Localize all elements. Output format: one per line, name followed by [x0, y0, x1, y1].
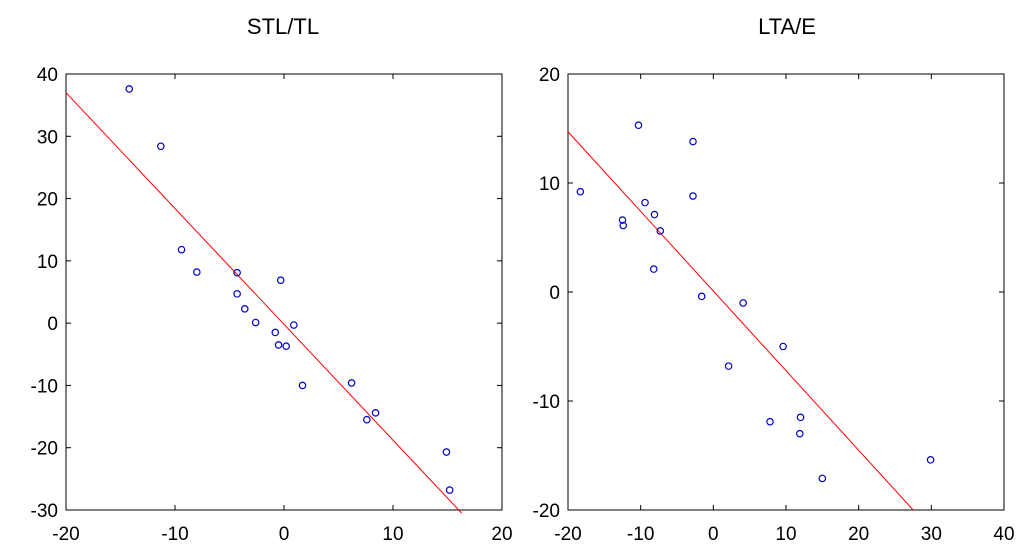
y-tick-label: -20: [31, 439, 58, 460]
y-tick-label: 10: [539, 174, 560, 195]
scatter-point: [274, 341, 283, 349]
y-tick-label: 30: [37, 127, 58, 148]
scatter-point: [926, 456, 935, 464]
data-points: [125, 85, 454, 494]
x-tick-label: 30: [921, 524, 942, 545]
scatter-point: [697, 292, 706, 301]
x-tick-label: 0: [708, 524, 719, 545]
scatter-point: [233, 268, 241, 277]
scatter-point: [656, 227, 665, 235]
scatter-panel-lta-e: LTA/E -20 -10 0 10 20 -20 -10 0 10 20 30 40: [533, 14, 1015, 545]
y-tick-label: 10: [37, 252, 58, 273]
scatter-point: [298, 381, 307, 390]
scatter-point: [442, 448, 451, 456]
scatter-point: [282, 342, 290, 350]
scatter-point: [271, 328, 280, 337]
scatter-point: [818, 474, 827, 483]
scatter-point: [650, 210, 659, 219]
x-tick-label: 20: [848, 524, 869, 545]
scatter-point: [634, 121, 643, 130]
scatter-point: [445, 486, 454, 494]
scatter-point: [276, 276, 285, 284]
scatter-point: [641, 198, 649, 207]
scatter-point: [177, 245, 186, 254]
x-tick-label: 20: [491, 524, 512, 545]
regression-line: [65, 92, 463, 514]
y-tick-label: -10: [533, 392, 560, 413]
plot-frame: [65, 73, 503, 511]
scatter-point: [649, 265, 658, 273]
y-axis: -20 -10 0 10 20: [533, 65, 1004, 522]
x-tick-label: 0: [279, 524, 290, 545]
scatter-point: [796, 413, 805, 422]
scatter-point: [233, 290, 241, 298]
x-tick-label: -10: [627, 524, 654, 545]
scatter-point: [724, 362, 733, 370]
y-tick-label: -20: [533, 501, 560, 522]
x-axis: -20 -10 0 10 20 30 40: [554, 74, 1015, 545]
y-tick-label: 20: [37, 190, 58, 211]
scatter-point: [251, 318, 260, 327]
x-tick-label: 10: [382, 524, 403, 545]
scatter-point: [576, 187, 585, 196]
scatter-point: [157, 142, 165, 151]
scatter-point: [689, 192, 697, 200]
y-axis: -30 -20 -10 0 10 20 30 40: [31, 65, 502, 522]
x-tick-label: -20: [52, 524, 79, 545]
scatter-point: [779, 342, 787, 351]
plot-frame: [567, 73, 1005, 511]
scatter-point: [796, 429, 804, 438]
fit-line-group: [567, 131, 914, 511]
scatter-point: [689, 137, 697, 146]
x-tick-label: -20: [554, 524, 581, 545]
scatter-point: [739, 299, 747, 307]
y-tick-label: 0: [549, 283, 560, 304]
scatter-point: [125, 85, 134, 93]
chart-title: LTA/E: [758, 14, 816, 39]
x-axis: -20 -10 0 10 20: [52, 74, 513, 545]
x-tick-label: 10: [775, 524, 796, 545]
y-tick-label: -30: [31, 501, 58, 522]
x-tick-label: 40: [993, 524, 1014, 545]
scatter-point: [619, 221, 628, 230]
data-points: [576, 121, 935, 483]
x-tick-label: -10: [161, 524, 188, 545]
chart-title: STL/TL: [247, 14, 319, 39]
scatter-point: [240, 305, 249, 313]
y-tick-label: 0: [47, 314, 58, 335]
scatter-point: [618, 216, 627, 224]
y-tick-label: -10: [31, 376, 58, 397]
scatter-point: [363, 415, 371, 424]
scatter-point: [371, 409, 380, 417]
scatter-point: [193, 268, 201, 276]
scatter-point: [290, 321, 298, 329]
scatter-point: [347, 379, 356, 387]
y-tick-label: 40: [37, 65, 58, 86]
scatter-point: [766, 417, 774, 426]
y-tick-label: 20: [539, 65, 560, 86]
fit-line-group: [65, 92, 463, 514]
regression-line: [567, 131, 914, 511]
